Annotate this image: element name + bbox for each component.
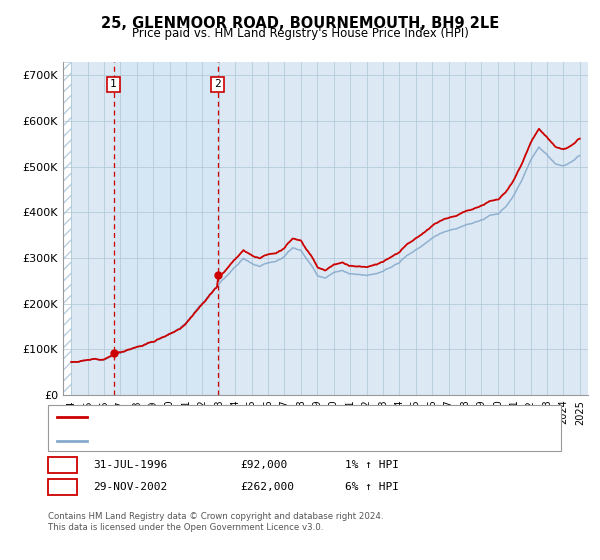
Text: 1% ↑ HPI: 1% ↑ HPI: [345, 460, 399, 470]
Text: £262,000: £262,000: [240, 482, 294, 492]
Bar: [63, 62, 71, 395]
Text: 29-NOV-2002: 29-NOV-2002: [93, 482, 167, 492]
Bar: [113, 62, 218, 395]
Text: 1: 1: [59, 460, 66, 470]
Text: 6% ↑ HPI: 6% ↑ HPI: [345, 482, 399, 492]
Text: Price paid vs. HM Land Registry's House Price Index (HPI): Price paid vs. HM Land Registry's House …: [131, 27, 469, 40]
Text: HPI: Average price, detached house, Bournemouth Christchurch and Poole: HPI: Average price, detached house, Bour…: [91, 436, 511, 446]
Text: 25, GLENMOOR ROAD, BOURNEMOUTH, BH9 2LE: 25, GLENMOOR ROAD, BOURNEMOUTH, BH9 2LE: [101, 16, 499, 31]
Text: 1: 1: [110, 80, 117, 90]
Text: £92,000: £92,000: [240, 460, 287, 470]
Text: 25, GLENMOOR ROAD, BOURNEMOUTH, BH9 2LE (detached house): 25, GLENMOOR ROAD, BOURNEMOUTH, BH9 2LE …: [91, 412, 427, 422]
Text: 31-JUL-1996: 31-JUL-1996: [93, 460, 167, 470]
Text: Contains HM Land Registry data © Crown copyright and database right 2024.
This d: Contains HM Land Registry data © Crown c…: [48, 512, 383, 532]
Text: 2: 2: [214, 80, 221, 90]
Text: 2: 2: [59, 482, 66, 492]
